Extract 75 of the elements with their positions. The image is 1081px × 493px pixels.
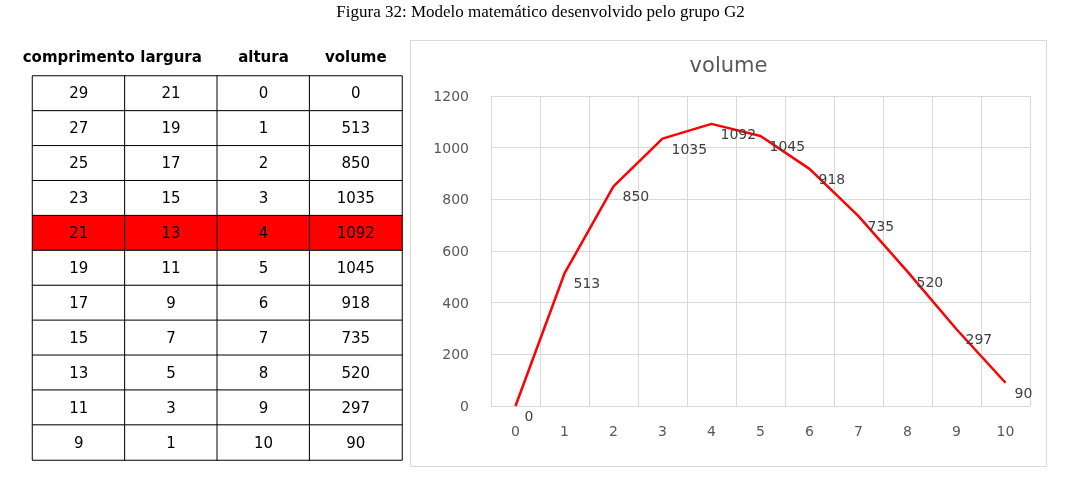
data-label: 297 [965, 331, 993, 348]
data-label: 918 [818, 170, 846, 187]
data-label: 513 [573, 275, 601, 292]
data-label: 11 [161, 259, 181, 277]
data-label: 5 [166, 363, 176, 382]
y-tick-label: 400 [442, 294, 469, 311]
data-label: 520 [341, 363, 371, 382]
data-label: 27 [69, 119, 89, 138]
line-series [514, 122, 1007, 408]
data-label: 2 [258, 154, 269, 173]
data-label: 1035 [671, 140, 708, 157]
data-label: 1092 [720, 125, 757, 142]
y-tick-label: 0 [460, 398, 469, 414]
data-label: 13 [69, 363, 89, 382]
y-tick-label: 200 [442, 346, 469, 363]
y-tick-label: 800 [442, 191, 469, 208]
data-label: 25 [69, 154, 89, 173]
data-label: 9 [258, 398, 269, 417]
data-label: 29 [69, 84, 89, 103]
data-label: 0 [258, 84, 269, 103]
data-label: 1045 [336, 259, 375, 277]
data-label: 0 [351, 84, 361, 103]
x-tick-label: 7 [854, 423, 863, 439]
data-label: 735 [867, 218, 895, 235]
data-label: 17 [161, 154, 181, 173]
x-tick-label: 1 [560, 423, 569, 439]
data-label: 15 [161, 189, 181, 208]
data-label: 735 [341, 328, 371, 347]
text: Figura 32: Modelo matemático desenvolvido pelo grupo G2 [335, 2, 746, 22]
data-label: 7 [258, 328, 269, 347]
x-tick-label: 6 [805, 423, 815, 439]
x-tick-label: 2 [609, 423, 618, 439]
data-label: 23 [69, 189, 89, 208]
data-label: 3 [166, 398, 176, 417]
data-label: 90 [1014, 384, 1033, 401]
x-tick-label: 9 [952, 423, 961, 439]
data-label: 850 [622, 188, 650, 205]
x-tick-label: largura [140, 47, 202, 66]
data-label: 6 [258, 293, 269, 312]
data-label: 918 [341, 293, 371, 312]
x-tick-label: 5 [756, 423, 765, 439]
y-tick-label: 1000 [433, 139, 469, 156]
data-label: 8 [258, 363, 269, 382]
data-label: 21 [69, 224, 89, 243]
data-label: 11 [69, 398, 89, 417]
data-label: 7 [166, 328, 176, 347]
data-label: 15 [69, 328, 89, 347]
data-label: 19 [69, 259, 89, 277]
x-tick-label: 8 [903, 423, 912, 439]
x-tick-label: 4 [707, 423, 717, 439]
data-label: 5 [258, 259, 269, 277]
data-label: 520 [916, 273, 944, 290]
x-tick-label: altura [238, 47, 289, 66]
x-tick-label: volume [324, 47, 387, 66]
data-label: 19 [161, 119, 181, 138]
data-label: 1092 [336, 224, 375, 243]
data-label: 850 [341, 154, 371, 173]
data-label: 297 [341, 398, 371, 417]
x-tick-label: 3 [658, 423, 667, 439]
x-tick-label: 0 [511, 423, 520, 439]
data-label: 13 [161, 224, 181, 243]
data-label: 0 [524, 408, 534, 424]
data-label: 3 [258, 189, 269, 208]
y-tick-label: 1200 [433, 88, 469, 104]
data-label: 90 [346, 433, 366, 452]
x-tick-label: comprimento [22, 47, 135, 66]
data-label: 1035 [336, 189, 375, 208]
x-tick-label: 10 [996, 423, 1015, 439]
data-label: 4 [258, 224, 269, 243]
y-tick-label: 600 [442, 243, 469, 259]
data-label: 9 [166, 293, 176, 312]
data-label: 17 [69, 293, 89, 312]
data-label: 1 [258, 119, 269, 138]
data-label: 513 [341, 119, 371, 138]
data-label: 21 [161, 84, 181, 103]
